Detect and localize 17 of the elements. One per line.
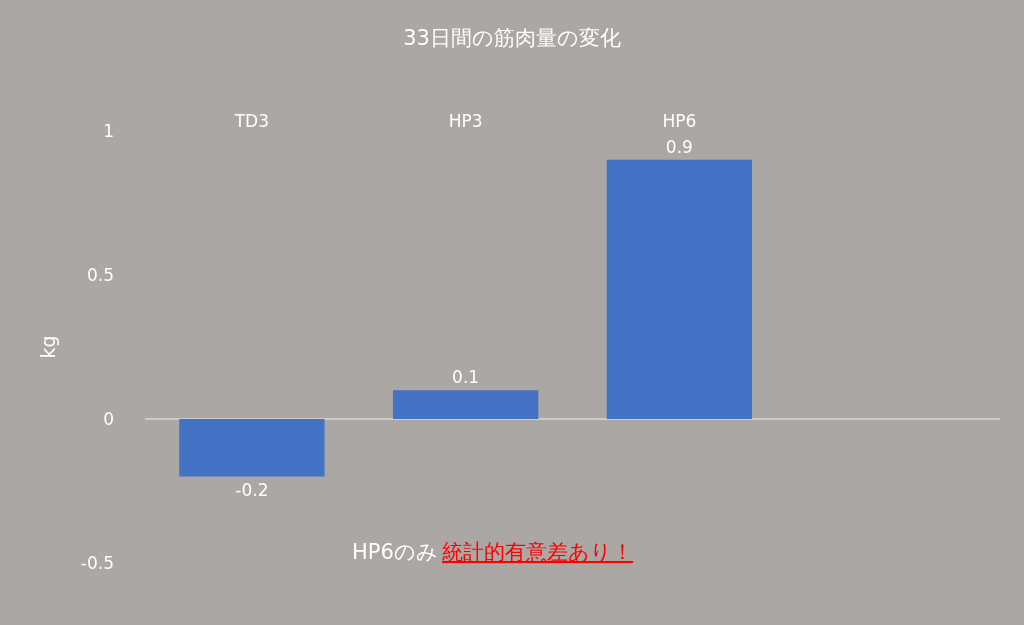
y-axis-title: kg	[36, 335, 59, 359]
data-label: 0.9	[665, 136, 693, 157]
annotation: 統計的有意差あり！	[442, 540, 633, 564]
x-tick-label: HP6	[662, 110, 697, 131]
data-label: -0.2	[235, 479, 269, 500]
y-tick-label: 1	[103, 120, 114, 141]
bar	[179, 419, 325, 477]
bar	[606, 159, 753, 419]
annotation: HP6のみ	[352, 540, 438, 564]
y-tick-label: 0.5	[86, 264, 114, 285]
chart-title: 33日間の筋肉量の変化	[403, 25, 621, 50]
x-tick-label: TD3	[233, 110, 270, 131]
x-tick-label: HP3	[448, 110, 483, 131]
y-tick-label: -0.5	[80, 552, 114, 573]
y-tick-label: 0	[103, 408, 114, 429]
bar	[392, 390, 539, 419]
data-label: 0.1	[452, 367, 480, 388]
